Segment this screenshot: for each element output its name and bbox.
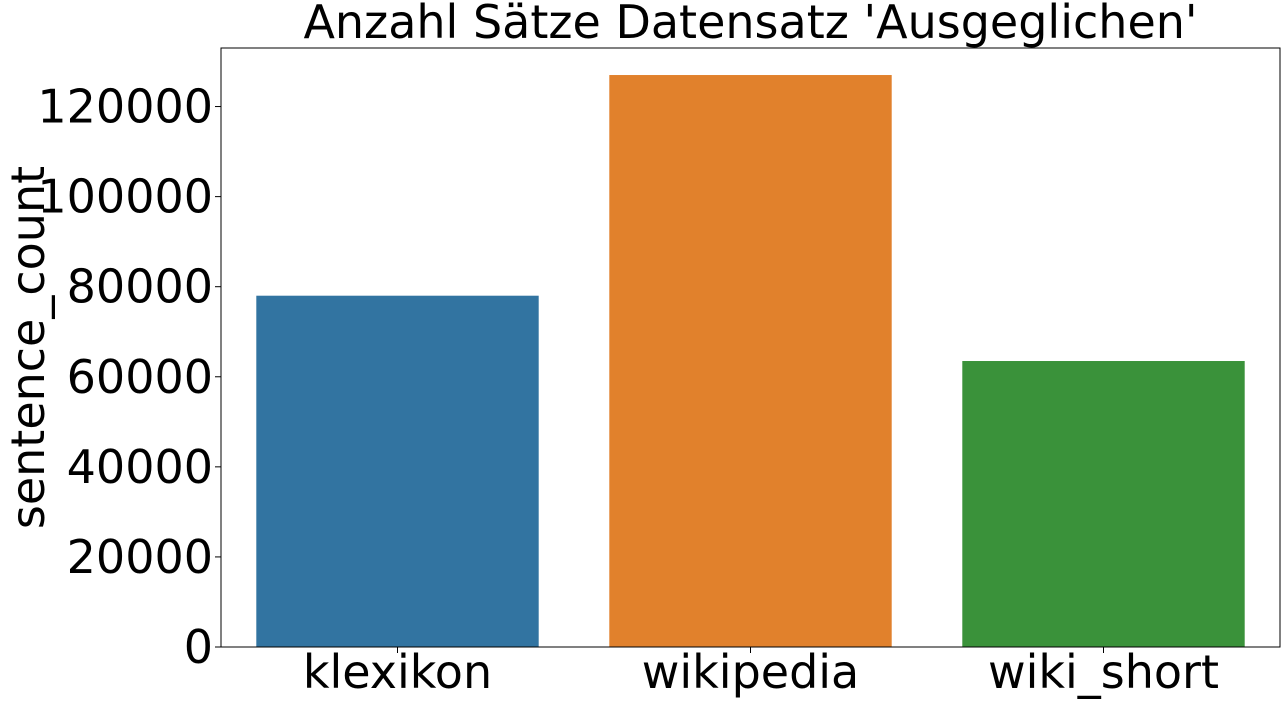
x-tick-label: wiki_short <box>988 645 1219 699</box>
y-tick-label: 100000 <box>37 170 213 224</box>
bar-wikipedia <box>609 75 892 647</box>
y-axis-label: sentence_count <box>1 166 55 529</box>
bar-klexikon <box>256 295 539 647</box>
bar-wiki-short <box>962 361 1245 647</box>
y-axis-ticks: 0 20000 40000 60000 80000 100000 120000 <box>37 80 221 674</box>
y-tick-label: 20000 <box>67 530 213 584</box>
x-tick-label: klexikon <box>303 645 492 699</box>
y-tick-label: 60000 <box>67 350 213 404</box>
y-tick-label: 0 <box>184 620 213 674</box>
y-tick-label: 80000 <box>67 260 213 314</box>
x-axis-ticks: klexikon wikipedia wiki_short <box>303 645 1219 699</box>
y-tick-label: 120000 <box>37 80 213 134</box>
chart-title: Anzahl Sätze Datensatz 'Ausgeglichen' <box>303 0 1197 49</box>
bars-layer <box>256 75 1245 647</box>
x-tick-label: wikipedia <box>642 645 860 699</box>
y-tick-label: 40000 <box>67 440 213 494</box>
